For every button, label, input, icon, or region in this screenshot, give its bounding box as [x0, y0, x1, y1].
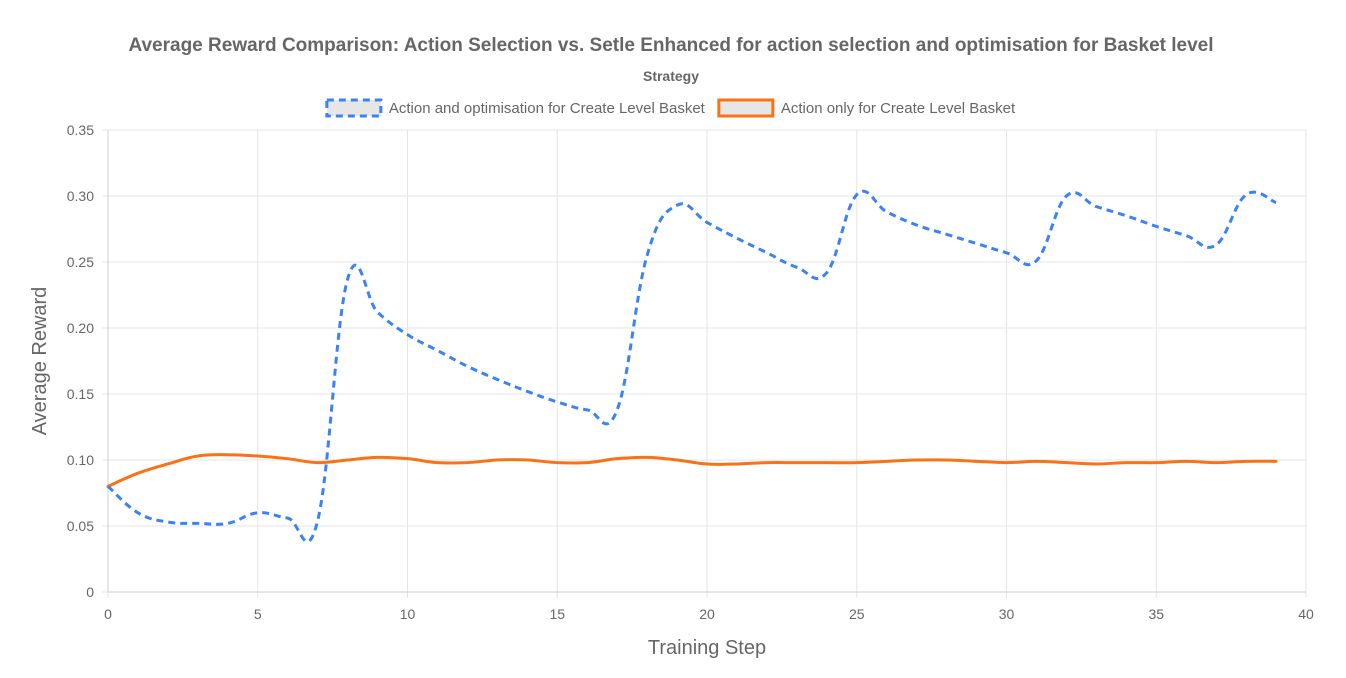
x-tick-label: 35 [1148, 606, 1164, 622]
x-tick-label: 10 [400, 606, 416, 622]
x-tick-label: 30 [999, 606, 1015, 622]
y-tick-label: 0.30 [67, 188, 94, 204]
y-tick-label: 0 [86, 584, 94, 600]
y-tick-label: 0.05 [67, 518, 94, 534]
series-lines [106, 189, 1278, 543]
y-tick-label: 0.10 [67, 452, 94, 468]
legend-title: Strategy [643, 68, 699, 84]
legend: Action and optimisation for Create Level… [325, 98, 1016, 118]
chart-title: Average Reward Comparison: Action Select… [128, 35, 1213, 56]
x-tick-label: 5 [254, 606, 262, 622]
y-tick-label: 0.35 [67, 122, 94, 138]
x-axis-label: Training Step [648, 637, 766, 659]
x-tick-label: 20 [699, 606, 715, 622]
y-axis-label: Average Reward [29, 287, 51, 436]
legend-label: Action only for Create Level Basket [781, 100, 1016, 117]
y-tick-label: 0.25 [67, 254, 94, 270]
series-line-action-and-optimisation [106, 189, 1277, 543]
y-tick-label: 0.15 [67, 386, 94, 402]
grid-lines [102, 129, 1307, 598]
legend-label: Action and optimisation for Create Level… [389, 100, 706, 117]
legend-swatch [717, 98, 775, 118]
axes: 0 0.05 0.10 0.15 0.20 0.25 0.30 0.35 0 5 10 15 20 25 3… [67, 122, 1314, 622]
series-line-action-only [106, 453, 1278, 488]
x-tick-label: 40 [1298, 606, 1314, 622]
x-tick-label: 15 [549, 606, 565, 622]
x-tick-label: 25 [849, 606, 865, 622]
y-tick-label: 0.20 [67, 320, 94, 336]
legend-swatch [325, 98, 383, 118]
x-tick-label: 0 [104, 606, 112, 622]
